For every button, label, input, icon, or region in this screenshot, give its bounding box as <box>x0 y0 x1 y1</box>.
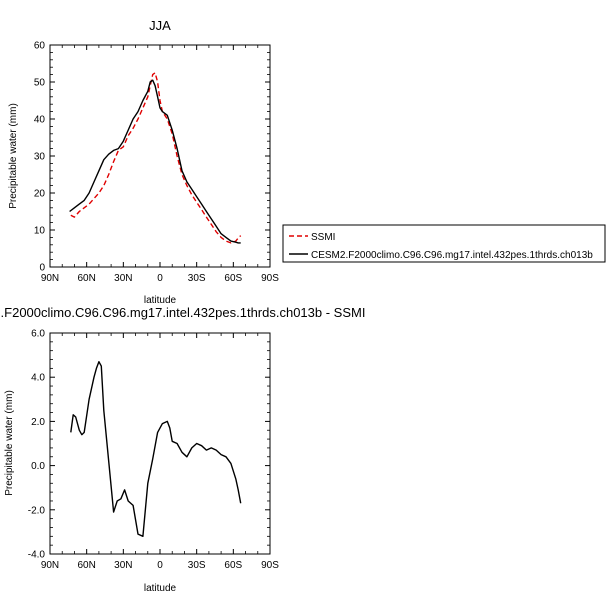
bottom-x-tick-label: 60N <box>77 560 95 571</box>
bottom-y-tick-label: 4.0 <box>31 373 45 384</box>
top-series-layer <box>69 72 242 244</box>
top-y-tick-label: 60 <box>34 41 46 52</box>
top-chart-title: JJA <box>149 18 171 33</box>
top-x-tick-label: 60S <box>224 273 242 284</box>
top-y-tick-label: 30 <box>34 152 46 163</box>
top-y-tick-label: 10 <box>34 226 46 237</box>
bottom-y-tick-label: -4.0 <box>28 550 46 561</box>
bottom-x-tick-label: 30N <box>114 560 132 571</box>
bottom-y-tick-label: 2.0 <box>31 417 45 428</box>
top-y-tick-label: 40 <box>34 115 46 126</box>
bottom-x-tick-label: 0 <box>157 560 163 571</box>
bottom-x-tick-label: 90S <box>261 560 279 571</box>
bottom-x-axis-label: latitude <box>144 583 177 594</box>
legend: SSMI CESM2.F2000climo.C96.C96.mg17.intel… <box>282 224 606 263</box>
bottom-ticks: 90N 60N 30N 0 30S 60S 90S -4.0 -2.0 0.0 2.0 4.0 6.0 <box>28 329 279 572</box>
top-y-axis-label: Precipitable water (mm) <box>8 103 19 209</box>
legend-label-cesm2: CESM2.F2000climo.C96.C96.mg17.intel.432p… <box>311 250 593 261</box>
bottom-y-tick-label: 6.0 <box>31 329 45 340</box>
bottom-series-line-0 <box>70 361 242 537</box>
bottom-y-tick-label: -2.0 <box>28 505 46 516</box>
top-y-tick-label: 20 <box>34 189 46 200</box>
top-x-tick-label: 60N <box>77 273 95 284</box>
top-y-tick-label: 0 <box>39 263 45 274</box>
top-x-tick-label: 30S <box>188 273 206 284</box>
top-ticks: 90N 60N 30N 0 30S 60S 90S 0 10 20 30 40 50 60 <box>34 41 279 285</box>
bottom-panel: .F2000climo.C96.C96.mg17.intel.432pes.1t… <box>1 305 366 594</box>
bottom-x-tick-label: 60S <box>224 560 242 571</box>
legend-label-ssmi: SSMI <box>311 232 335 243</box>
bottom-x-tick-label: 90N <box>41 560 59 571</box>
top-x-tick-label: 0 <box>157 273 163 284</box>
top-x-axis-label: latitude <box>144 295 177 306</box>
top-plot-frame <box>49 44 271 268</box>
top-panel: JJA Precipitable water (mm) latitude 90N… <box>8 18 279 306</box>
top-y-tick-label: 50 <box>34 78 46 89</box>
top-x-tick-label: 30N <box>114 273 132 284</box>
bottom-y-axis-label: Precipitable water (mm) <box>4 390 15 496</box>
legend-box <box>282 224 606 263</box>
top-x-tick-label: 90S <box>261 273 279 284</box>
top-series-line-0 <box>70 72 242 244</box>
bottom-x-tick-label: 30S <box>188 560 206 571</box>
bottom-chart-title: .F2000climo.C96.C96.mg17.intel.432pes.1t… <box>1 305 366 320</box>
bottom-y-tick-label: 0.0 <box>31 461 45 472</box>
top-x-tick-label: 90N <box>41 273 59 284</box>
top-series-line-1 <box>69 79 241 244</box>
bottom-series-layer <box>70 361 242 537</box>
bottom-plot-frame <box>49 332 271 555</box>
